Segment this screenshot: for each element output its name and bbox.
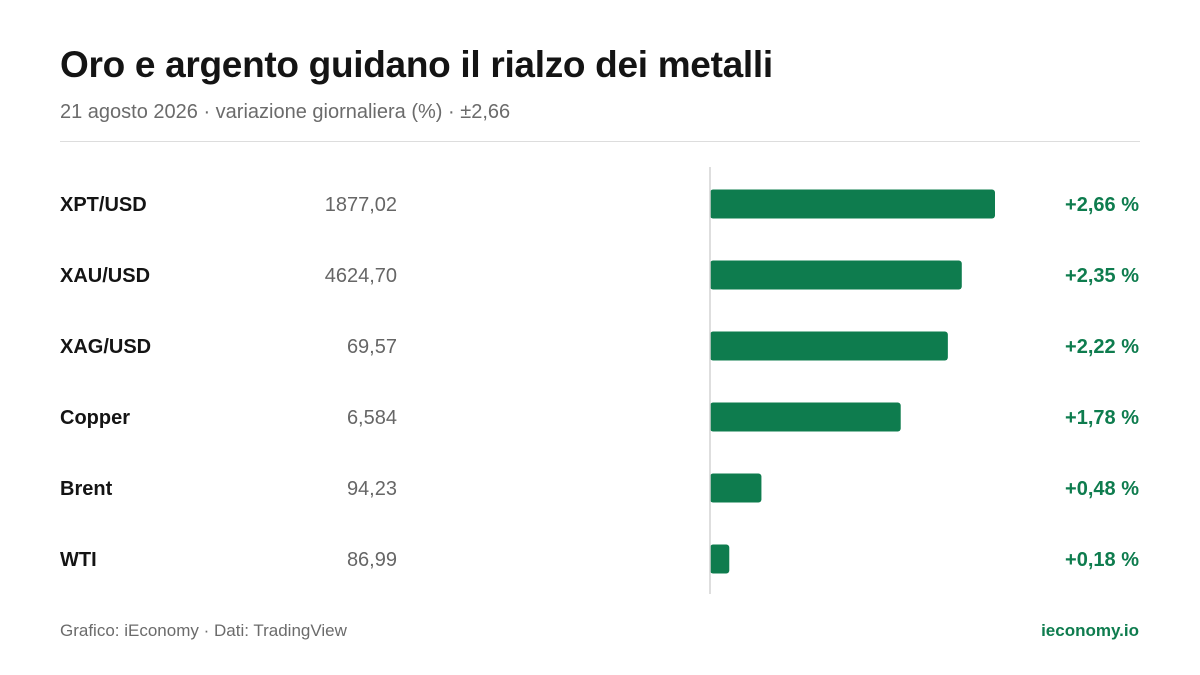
chart-title: Oro e argento guidano il rialzo dei meta…	[60, 44, 773, 85]
price-label: 4624,70	[325, 265, 397, 287]
category-label: XPT/USD	[60, 194, 147, 216]
category-label: WTI	[60, 549, 97, 571]
bar	[710, 189, 995, 219]
value-label: +2,66 %	[1065, 194, 1139, 216]
brand-link[interactable]: ieconomy.io	[1041, 621, 1139, 640]
chart-subtitle: 21 agosto 2026 · variazione giornaliera …	[60, 101, 511, 123]
value-label: +1,78 %	[1065, 407, 1139, 429]
bar	[710, 544, 730, 574]
price-label: 94,23	[347, 478, 397, 500]
category-label: Brent	[60, 478, 113, 500]
value-label: +2,22 %	[1065, 336, 1139, 358]
bar	[710, 473, 762, 503]
value-label: +2,35 %	[1065, 265, 1139, 287]
value-label: +0,18 %	[1065, 549, 1139, 571]
chart-rows: XPT/USD 1877,02 +2,66 % XAU/USD 4624,70 +2,35…	[60, 189, 1139, 574]
price-label: 6,584	[347, 407, 397, 429]
category-label: XAG/USD	[60, 336, 151, 358]
bar	[710, 331, 948, 361]
bar	[710, 260, 962, 290]
price-label: 69,57	[347, 336, 397, 358]
value-label: +0,48 %	[1065, 478, 1139, 500]
bar	[710, 402, 901, 432]
source-credit: Grafico: iEconomy · Dati: TradingView	[60, 621, 347, 640]
price-label: 1877,02	[325, 194, 397, 216]
category-label: Copper	[60, 407, 130, 429]
header-divider	[60, 141, 1140, 142]
category-label: XAU/USD	[60, 265, 150, 287]
price-label: 86,99	[347, 549, 397, 571]
